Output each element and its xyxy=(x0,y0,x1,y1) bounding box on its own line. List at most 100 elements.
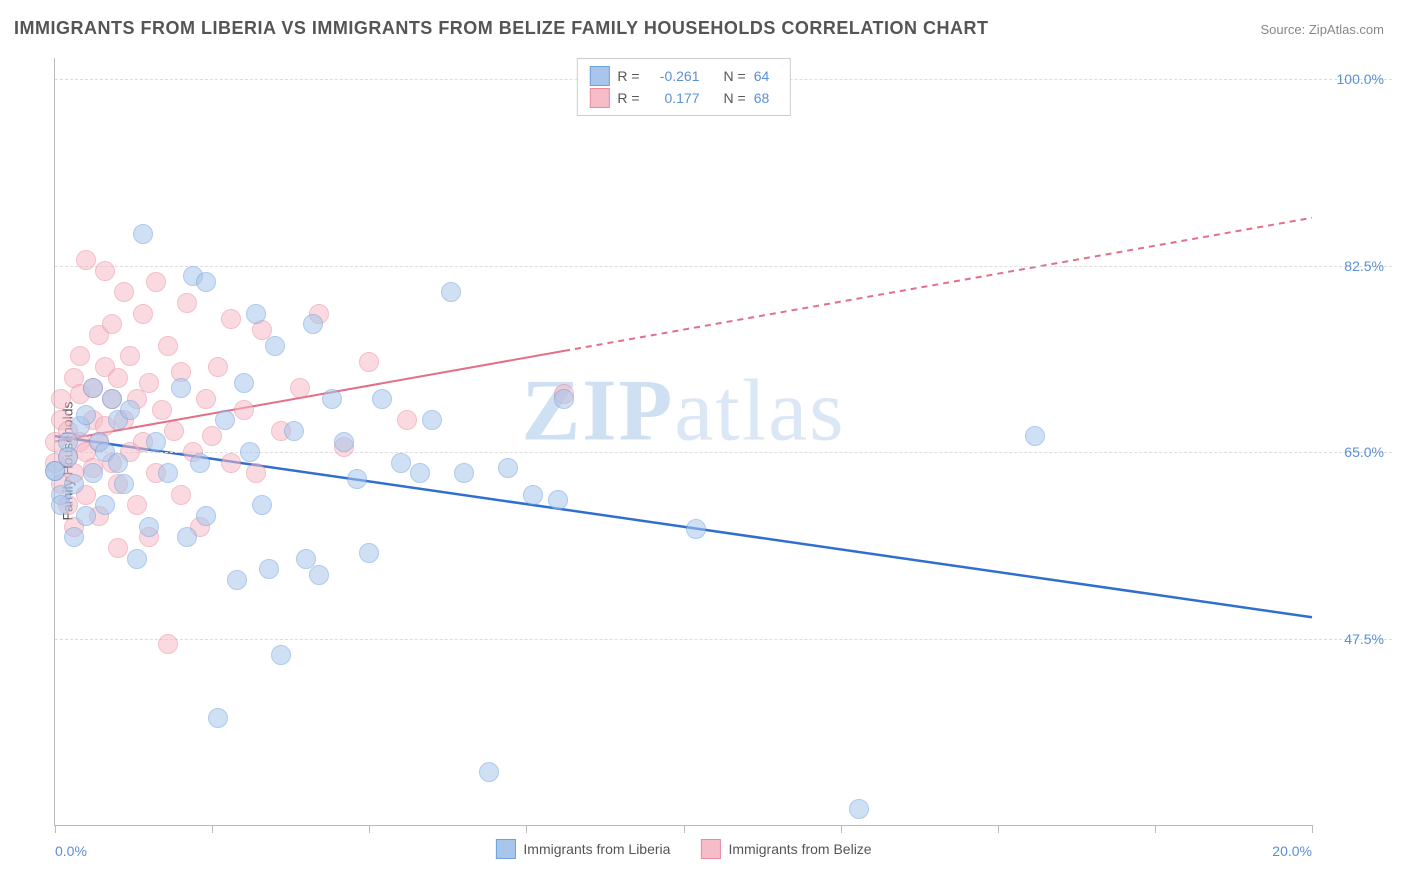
scatter-point xyxy=(234,373,254,393)
legend-row: R = -0.261 N = 64 xyxy=(589,65,777,87)
scatter-point xyxy=(202,426,222,446)
scatter-point xyxy=(1025,426,1045,446)
scatter-point xyxy=(133,304,153,324)
scatter-point xyxy=(108,453,128,473)
x-tick xyxy=(841,825,842,833)
scatter-point xyxy=(196,389,216,409)
scatter-point xyxy=(548,490,568,510)
plot-area: ZIPatlas R =-0.261N =64R =0.177N =68 Imm… xyxy=(54,58,1312,826)
scatter-point xyxy=(114,282,134,302)
scatter-point xyxy=(309,565,329,585)
y-tick-label: 100.0% xyxy=(1337,71,1384,87)
x-tick-label: 20.0% xyxy=(1272,843,1312,859)
scatter-point xyxy=(64,527,84,547)
legend-n-label: N = xyxy=(724,87,746,109)
scatter-point xyxy=(221,309,241,329)
scatter-point xyxy=(391,453,411,473)
scatter-point xyxy=(171,378,191,398)
legend-n-value: 64 xyxy=(754,65,778,87)
legend-r-value: 0.177 xyxy=(648,87,700,109)
scatter-point xyxy=(108,368,128,388)
scatter-point xyxy=(227,570,247,590)
scatter-point xyxy=(190,453,210,473)
series-legend-label: Immigrants from Liberia xyxy=(523,841,670,857)
scatter-point xyxy=(208,708,228,728)
x-tick xyxy=(526,825,527,833)
scatter-point xyxy=(422,410,442,430)
scatter-point xyxy=(234,400,254,420)
series-legend: Immigrants from Liberia Immigrants from B… xyxy=(495,839,871,859)
scatter-point xyxy=(177,527,197,547)
scatter-point xyxy=(114,474,134,494)
y-tick-label: 65.0% xyxy=(1344,444,1384,460)
scatter-point xyxy=(479,762,499,782)
scatter-point xyxy=(252,495,272,515)
scatter-point xyxy=(196,272,216,292)
scatter-point xyxy=(152,400,172,420)
scatter-point xyxy=(215,410,235,430)
scatter-point xyxy=(441,282,461,302)
scatter-point xyxy=(240,442,260,462)
scatter-point xyxy=(70,346,90,366)
scatter-point xyxy=(171,485,191,505)
scatter-point xyxy=(259,559,279,579)
scatter-point xyxy=(347,469,367,489)
x-tick xyxy=(369,825,370,833)
scatter-point xyxy=(849,799,869,819)
scatter-point xyxy=(271,645,291,665)
scatter-point xyxy=(246,463,266,483)
source-value: ZipAtlas.com xyxy=(1309,22,1384,37)
legend-n-label: N = xyxy=(724,65,746,87)
scatter-point xyxy=(146,432,166,452)
scatter-point xyxy=(51,495,71,515)
legend-r-label: R = xyxy=(617,65,639,87)
scatter-point xyxy=(359,352,379,372)
scatter-point xyxy=(58,447,78,467)
scatter-point xyxy=(523,485,543,505)
scatter-point xyxy=(208,357,228,377)
scatter-point xyxy=(221,453,241,473)
scatter-point xyxy=(51,389,71,409)
chart-container: Family Households ZIPatlas R =-0.261N =6… xyxy=(14,48,1392,874)
scatter-point xyxy=(164,421,184,441)
scatter-point xyxy=(95,261,115,281)
watermark-bold: ZIP xyxy=(522,362,675,459)
scatter-point xyxy=(76,506,96,526)
legend-swatch xyxy=(700,839,720,859)
scatter-point xyxy=(127,495,147,515)
scatter-point xyxy=(64,474,84,494)
scatter-point xyxy=(158,634,178,654)
correlation-legend: R = -0.261 N = 64R = 0.177 N = 68 xyxy=(576,58,790,116)
legend-swatch xyxy=(495,839,515,859)
scatter-point xyxy=(322,389,342,409)
scatter-point xyxy=(246,304,266,324)
scatter-point xyxy=(177,293,197,313)
legend-r-value: -0.261 xyxy=(648,65,700,87)
y-tick-label: 47.5% xyxy=(1344,631,1384,647)
chart-title: IMMIGRANTS FROM LIBERIA VS IMMIGRANTS FR… xyxy=(14,18,989,39)
gridline xyxy=(55,266,1392,267)
scatter-point xyxy=(133,224,153,244)
scatter-point xyxy=(127,549,147,569)
series-legend-item: Immigrants from Liberia xyxy=(495,839,670,859)
scatter-point xyxy=(139,517,159,537)
scatter-point xyxy=(95,495,115,515)
scatter-point xyxy=(139,373,159,393)
scatter-point xyxy=(102,389,122,409)
scatter-point xyxy=(372,389,392,409)
x-tick xyxy=(1155,825,1156,833)
series-legend-item: Immigrants from Belize xyxy=(700,839,871,859)
scatter-point xyxy=(146,272,166,292)
scatter-point xyxy=(158,463,178,483)
trendline-solid xyxy=(55,436,1312,617)
legend-row: R =0.177N =68 xyxy=(589,87,777,109)
scatter-point xyxy=(498,458,518,478)
scatter-point xyxy=(120,400,140,420)
trendline-dashed xyxy=(564,218,1312,351)
legend-n-value: 68 xyxy=(754,87,778,109)
scatter-point xyxy=(83,378,103,398)
watermark-light: atlas xyxy=(674,362,845,459)
x-tick-label: 0.0% xyxy=(55,843,87,859)
scatter-point xyxy=(290,378,310,398)
scatter-point xyxy=(76,405,96,425)
